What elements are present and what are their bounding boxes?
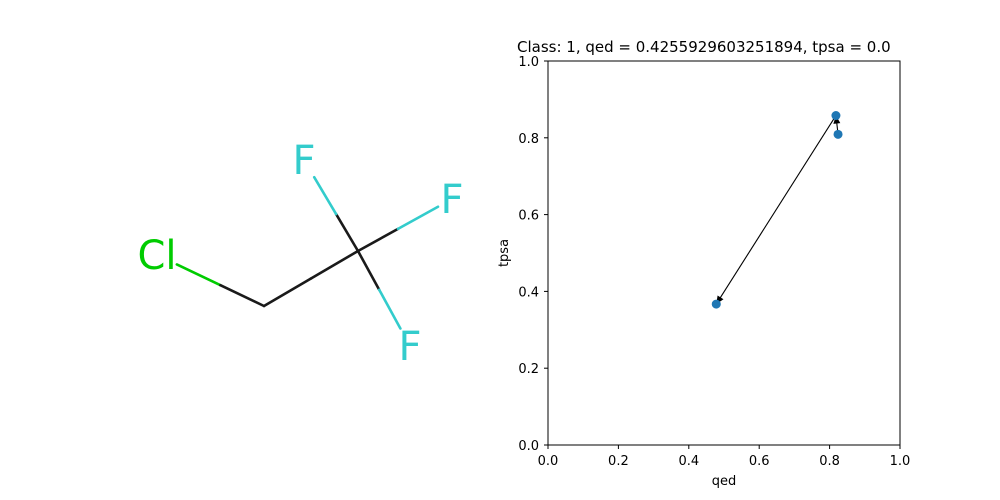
y-tick-label: 0.8 (518, 132, 539, 147)
atom-label-cl: Cl (137, 233, 176, 279)
bond-cl-c1 (175, 263, 266, 308)
bond-c2-f3 (356, 249, 402, 330)
y-axis-ticks: 0.0 0.2 0.4 0.6 0.8 1.0 (518, 55, 548, 454)
y-tick-label: 1.0 (518, 55, 539, 70)
atom-label-f1: F (292, 138, 315, 184)
molecule-structure: Cl F F F (137, 138, 463, 370)
x-tick-label: 0.8 (819, 454, 840, 469)
atom-label-f3: F (398, 324, 421, 370)
chart-title: Class: 1, qed = 0.4255929603251894, tpsa… (517, 38, 891, 56)
bond-c1-c2 (262, 249, 360, 308)
arrow (715, 115, 837, 305)
atom-label-f2: F (440, 177, 463, 223)
y-axis-label: tpsa (497, 239, 512, 267)
y-tick-label: 0.4 (518, 285, 539, 300)
scatter-chart: Class: 1, qed = 0.4255929603251894, tpsa… (497, 38, 910, 489)
x-axis-label: qed (712, 474, 737, 489)
data-point (831, 111, 841, 121)
x-tick-label: 0.0 (538, 454, 559, 469)
x-tick-label: 1.0 (890, 454, 911, 469)
data-point (711, 299, 721, 309)
bond-c2-f2 (356, 205, 440, 253)
y-tick-label: 0.2 (518, 362, 539, 377)
arrow-series (715, 115, 841, 305)
x-tick-label: 0.6 (749, 454, 770, 469)
x-axis-ticks: 0.0 0.2 0.4 0.6 0.8 1.0 (538, 445, 911, 469)
y-tick-label: 0.6 (518, 209, 539, 224)
data-point (833, 129, 843, 139)
x-tick-label: 0.2 (608, 454, 629, 469)
y-tick-label: 0.0 (518, 439, 539, 454)
point-series (711, 111, 843, 309)
x-tick-label: 0.4 (678, 454, 699, 469)
bond-c2-f1 (312, 175, 360, 253)
plot-area (547, 60, 901, 446)
